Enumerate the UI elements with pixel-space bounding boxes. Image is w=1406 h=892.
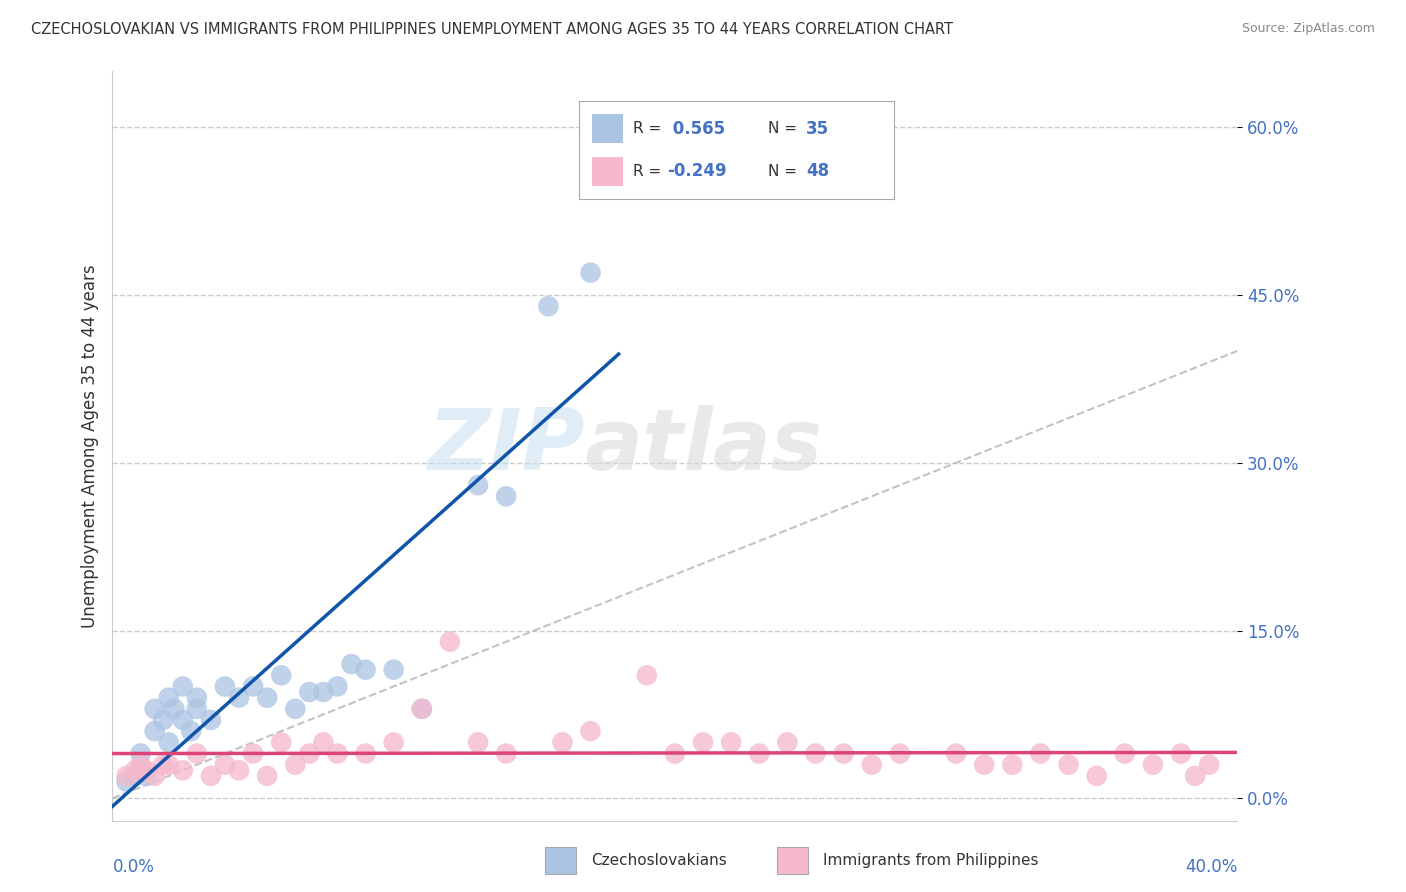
Point xyxy=(312,735,335,749)
Point xyxy=(124,764,146,778)
Point xyxy=(228,690,250,705)
Point xyxy=(1170,747,1192,761)
Point xyxy=(692,735,714,749)
Point xyxy=(1085,769,1108,783)
Point xyxy=(242,680,264,694)
Point xyxy=(135,769,157,783)
Point xyxy=(200,769,222,783)
Point xyxy=(298,747,321,761)
Point xyxy=(186,690,208,705)
Point xyxy=(129,757,152,772)
Text: Immigrants from Philippines: Immigrants from Philippines xyxy=(824,854,1039,868)
Point xyxy=(115,769,138,783)
Point xyxy=(1029,747,1052,761)
Point xyxy=(186,702,208,716)
Point xyxy=(214,757,236,772)
Point xyxy=(152,713,174,727)
Point xyxy=(180,724,202,739)
Bar xyxy=(546,847,576,874)
Point xyxy=(1057,757,1080,772)
Point xyxy=(945,747,967,761)
Point xyxy=(284,702,307,716)
Point xyxy=(804,747,827,761)
Text: Czechoslovakians: Czechoslovakians xyxy=(591,854,727,868)
Point xyxy=(551,735,574,749)
Point xyxy=(129,764,152,778)
Text: ZIP: ZIP xyxy=(427,404,585,488)
Point xyxy=(495,489,517,503)
Point xyxy=(172,764,194,778)
Point xyxy=(495,747,517,761)
Point xyxy=(889,747,911,761)
Point xyxy=(411,702,433,716)
Point xyxy=(1114,747,1136,761)
Text: 40.0%: 40.0% xyxy=(1185,858,1237,876)
Point xyxy=(1142,757,1164,772)
Point xyxy=(143,769,166,783)
Point xyxy=(973,757,995,772)
Point xyxy=(242,747,264,761)
Y-axis label: Unemployment Among Ages 35 to 44 years: Unemployment Among Ages 35 to 44 years xyxy=(80,264,98,628)
Point xyxy=(163,702,186,716)
Point xyxy=(152,757,174,772)
Point xyxy=(256,690,278,705)
Point xyxy=(579,724,602,739)
Point xyxy=(284,757,307,772)
Point xyxy=(664,143,686,157)
Point xyxy=(157,757,180,772)
Point xyxy=(1184,769,1206,783)
Point xyxy=(776,735,799,749)
Text: CZECHOSLOVAKIAN VS IMMIGRANTS FROM PHILIPPINES UNEMPLOYMENT AMONG AGES 35 TO 44 : CZECHOSLOVAKIAN VS IMMIGRANTS FROM PHILI… xyxy=(31,22,953,37)
Bar xyxy=(778,847,808,874)
Point xyxy=(1001,757,1024,772)
Point xyxy=(200,713,222,727)
Point xyxy=(411,702,433,716)
Text: atlas: atlas xyxy=(585,404,823,488)
Point xyxy=(664,747,686,761)
Point xyxy=(298,685,321,699)
Point xyxy=(228,764,250,778)
Point xyxy=(467,478,489,492)
Point xyxy=(326,747,349,761)
Point xyxy=(636,668,658,682)
Point xyxy=(157,690,180,705)
Point xyxy=(1198,757,1220,772)
Point xyxy=(143,724,166,739)
Point xyxy=(467,735,489,749)
Point xyxy=(439,634,461,648)
Point xyxy=(135,764,157,778)
Point xyxy=(186,747,208,761)
Point xyxy=(143,702,166,716)
Point xyxy=(270,668,292,682)
Point xyxy=(157,735,180,749)
Point xyxy=(214,680,236,694)
Point xyxy=(579,266,602,280)
Point xyxy=(270,735,292,749)
Point xyxy=(115,774,138,789)
Point xyxy=(340,657,363,671)
Point xyxy=(124,769,146,783)
Point xyxy=(382,663,405,677)
Point xyxy=(537,299,560,313)
Point xyxy=(326,680,349,694)
Point xyxy=(748,747,770,761)
Point xyxy=(860,757,883,772)
Point xyxy=(832,747,855,761)
Point xyxy=(720,735,742,749)
Point xyxy=(354,663,377,677)
Point xyxy=(256,769,278,783)
Point xyxy=(312,685,335,699)
Point xyxy=(382,735,405,749)
Text: Source: ZipAtlas.com: Source: ZipAtlas.com xyxy=(1241,22,1375,36)
Point xyxy=(172,680,194,694)
Text: 0.0%: 0.0% xyxy=(112,858,155,876)
Point xyxy=(172,713,194,727)
Point xyxy=(129,747,152,761)
Point xyxy=(354,747,377,761)
